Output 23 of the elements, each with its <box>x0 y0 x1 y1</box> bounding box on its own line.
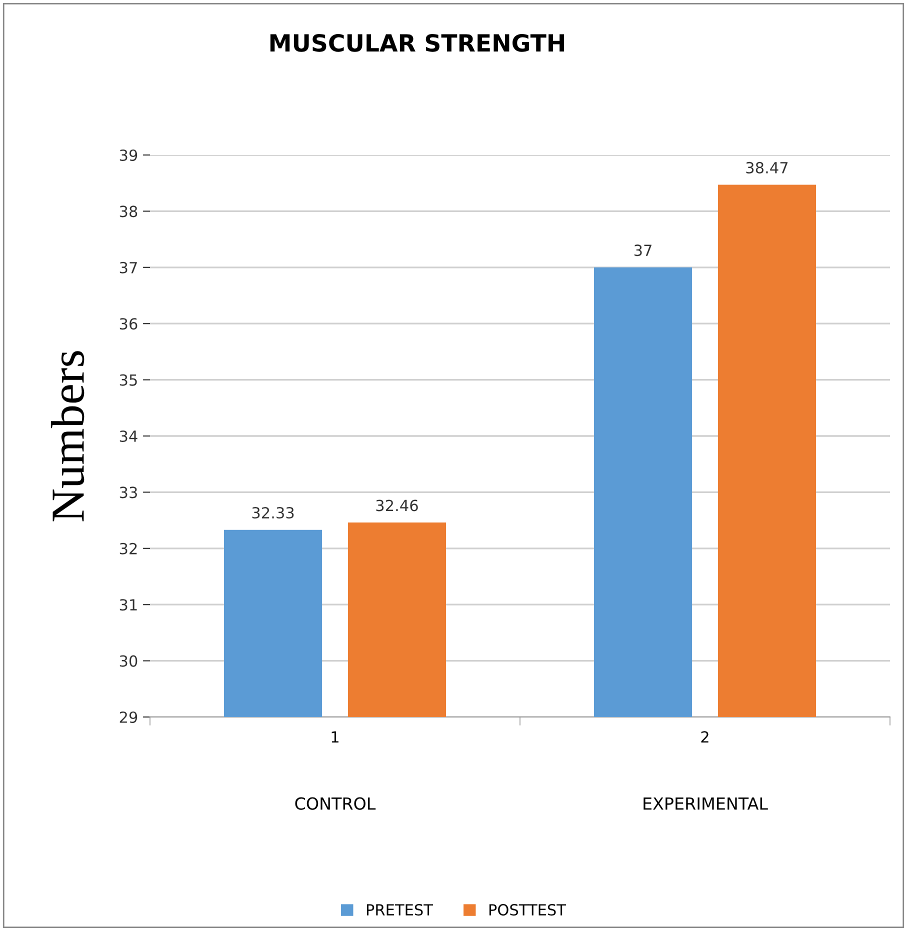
data-label: 32.46 <box>376 500 418 512</box>
text: CONTROL <box>295 797 376 810</box>
x-tick-label: 1 <box>332 731 338 742</box>
legend-label: PRETEST <box>366 904 434 916</box>
y-tick-label: 38 <box>120 206 138 218</box>
y-tick-label: 34 <box>120 430 138 442</box>
legend-label: POSTTEST <box>489 904 566 916</box>
data-label: 37 <box>634 244 652 256</box>
y-tick-label: 32 <box>120 542 137 554</box>
y-tick-label: 30 <box>120 655 138 667</box>
y-tick-label: 35 <box>120 374 137 386</box>
data-label: 38.47 <box>746 162 788 174</box>
y-tick-label: 29 <box>120 711 138 724</box>
data-label: 32.33 <box>252 507 294 519</box>
y-tick-label: 36 <box>120 318 138 330</box>
y-axis-title: Numbers <box>50 351 84 522</box>
text: EXPERIMENTAL <box>644 797 768 810</box>
y-tick-label: 31 <box>120 599 137 611</box>
y-tick-label: 37 <box>120 262 137 274</box>
y-tick-label: 39 <box>120 149 138 162</box>
x-tick-label: 2 <box>701 731 708 742</box>
chart-title: MUSCULAR STRENGTH <box>270 34 564 52</box>
y-tick-label: 33 <box>120 486 137 498</box>
